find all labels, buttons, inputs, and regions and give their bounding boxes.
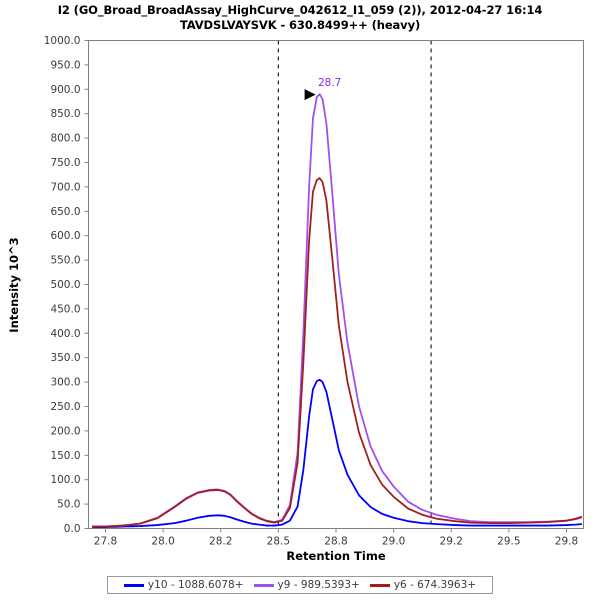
x-tick-label: 28.5 <box>267 536 290 548</box>
legend-item-y10[interactable]: y10 - 1088.6078+ <box>123 579 244 591</box>
x-tick-label: 29.5 <box>497 536 520 548</box>
x-tick-label: 27.8 <box>94 536 117 548</box>
y-tick-label: 500.0 <box>50 279 80 291</box>
x-tick-label: 28.0 <box>151 536 174 548</box>
y-tick-label: 0.0 <box>64 523 81 535</box>
x-axis-ticks: 27.8 28.0 28.2 28.5 28.8 29.0 29.2 29.5 29.8 <box>94 528 578 548</box>
plot-frame <box>88 40 584 529</box>
legend-label-y10: y10 - 1088.6078+ <box>147 579 244 591</box>
x-tick-label: 29.0 <box>382 536 405 548</box>
y-tick-label: 350.0 <box>50 352 80 364</box>
x-tick-label: 29.2 <box>440 536 463 548</box>
series-line <box>91 378 583 528</box>
y-tick-label: 250.0 <box>50 401 80 413</box>
legend-item-y9[interactable]: y9 - 989.5393+ <box>253 579 360 591</box>
x-axis-title: Retention Time <box>286 549 385 563</box>
x-tick-label: 28.2 <box>209 536 232 548</box>
chart-title-line-2: TAVDSLVAYSVK - 630.8499++ (heavy) <box>179 18 421 32</box>
y-tick-label: 300.0 <box>50 377 80 389</box>
y-tick-label: 600.0 <box>50 230 80 242</box>
y-tick-label: 950.0 <box>50 59 80 71</box>
y-tick-label: 750.0 <box>50 157 80 169</box>
y-tick-label: 800.0 <box>50 133 80 145</box>
y-tick-label: 200.0 <box>50 425 80 437</box>
legend-swatch-y10 <box>123 583 144 587</box>
left-triangle-marker <box>304 89 316 101</box>
integration-boundary-lines <box>277 40 432 529</box>
y-tick-label: 50.0 <box>57 499 80 511</box>
y-tick-label: 100.0 <box>50 474 80 486</box>
legend-swatch-y6 <box>369 583 390 587</box>
y-axis-ticks: 0.0 50.0 100.0 150.0 200.0 250.0 300.0 350.0 400… <box>44 35 89 535</box>
y-tick-label: 550.0 <box>50 255 80 267</box>
y-tick-label: 700.0 <box>50 181 80 193</box>
y-axis-title: Intensity 10^3 <box>7 237 21 332</box>
y-tick-label: 150.0 <box>50 450 80 462</box>
y-tick-label: 850.0 <box>50 108 80 120</box>
y-tick-label: 1000.0 <box>44 35 81 47</box>
x-tick-label: 29.8 <box>555 536 578 548</box>
y-tick-label: 400.0 <box>50 328 80 340</box>
legend-label-y9: y9 - 989.5393+ <box>277 579 360 591</box>
peak-annotation: 28.7 <box>304 77 341 101</box>
y-tick-label: 650.0 <box>50 206 80 218</box>
chart-title-block: I2 (GO_Broad_BroadAssay_HighCurve_042612… <box>0 3 600 33</box>
legend: y10 - 1088.6078+ y9 - 989.5393+ y6 - 674… <box>107 576 493 594</box>
x-tick-label: 28.8 <box>324 536 347 548</box>
y-tick-label: 900.0 <box>50 84 80 96</box>
legend-swatch-y9 <box>253 583 274 587</box>
series-line <box>91 177 583 528</box>
plot-area: 0.0 50.0 100.0 150.0 200.0 250.0 300.0 350.0 400… <box>7 35 584 563</box>
series-lines <box>91 93 583 528</box>
y-tick-label: 450.0 <box>50 303 80 315</box>
legend-item-y6[interactable]: y6 - 674.3963+ <box>369 579 477 591</box>
chart-title-line-1: I2 (GO_Broad_BroadAssay_HighCurve_042612… <box>57 3 543 17</box>
legend-label-y6: y6 - 674.3963+ <box>393 579 477 591</box>
peak-label: 28.7 <box>318 77 341 89</box>
